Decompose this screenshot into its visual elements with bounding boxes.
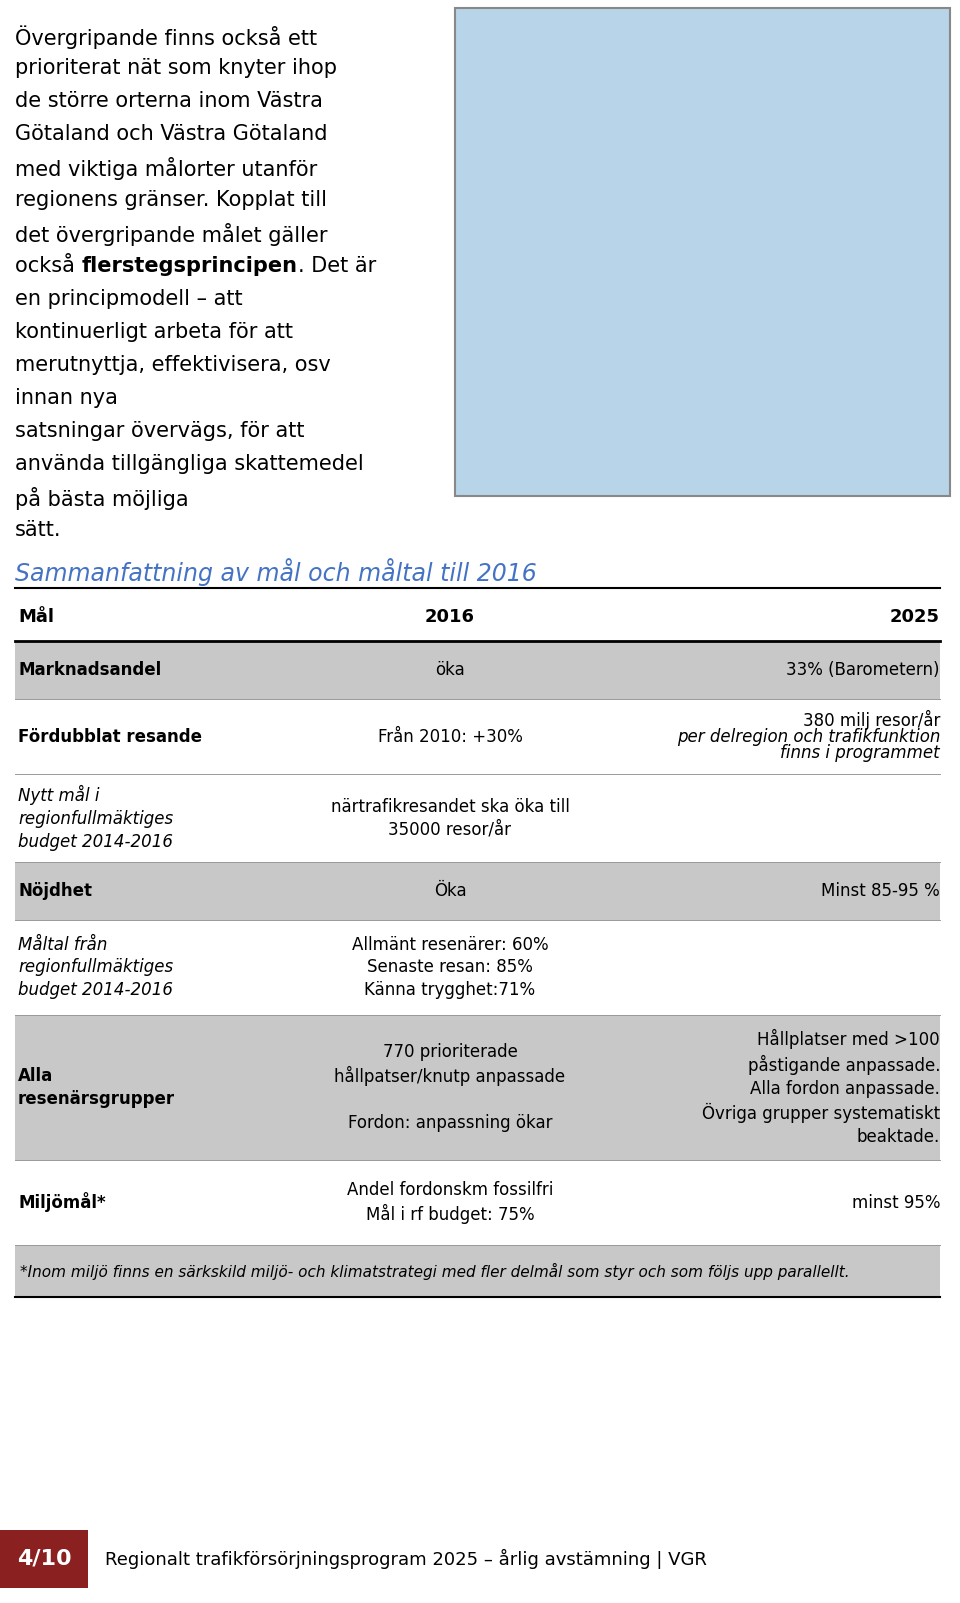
Text: Sammanfattning av mål och måltal till 2016: Sammanfattning av mål och måltal till 20…	[15, 558, 537, 587]
Text: Regionalt trafikförsörjningsprogram 2025 – årlig avstämning | VGR: Regionalt trafikförsörjningsprogram 2025…	[105, 1548, 707, 1569]
Text: de större orterna inom Västra: de större orterna inom Västra	[15, 91, 323, 111]
Text: Nytt mål i
regionfullmäktiges
budget 2014-2016: Nytt mål i regionfullmäktiges budget 201…	[18, 785, 173, 851]
Text: merutnyttja, effektivisera, osv: merutnyttja, effektivisera, osv	[15, 354, 331, 375]
Text: finns i programmet: finns i programmet	[780, 744, 940, 763]
Text: med viktiga målorter utanför: med viktiga målorter utanför	[15, 157, 317, 180]
Text: *Inom miljö finns en särkskild miljö- och klimatstrategi med fler delmål som sty: *Inom miljö finns en särkskild miljö- oc…	[20, 1263, 850, 1279]
Text: per delregion och trafikfunktion: per delregion och trafikfunktion	[677, 728, 940, 745]
Bar	[15, 1015, 940, 1161]
Text: Allmänt resenärer: 60%
Senaste resan: 85%
Känna trygghet:71%: Allmänt resenärer: 60% Senaste resan: 85…	[351, 936, 548, 999]
Text: sätt.: sätt.	[15, 519, 61, 540]
Bar	[15, 862, 940, 920]
Text: Öka: Öka	[434, 882, 467, 899]
Text: kontinuerligt arbeta för att: kontinuerligt arbeta för att	[15, 322, 293, 341]
Text: 770 prioriterade
hållpatser/knutp anpassade

Fordon: anpassning ökar: 770 prioriterade hållpatser/knutp anpass…	[334, 1042, 565, 1132]
Text: 2016: 2016	[425, 608, 475, 627]
Text: Andel fordonskm fossilfri
Mål i rf budget: 75%: Andel fordonskm fossilfri Mål i rf budge…	[347, 1181, 553, 1225]
Text: Fördubblat resande: Fördubblat resande	[18, 728, 202, 745]
Text: 4/10: 4/10	[16, 1548, 71, 1569]
Bar	[455, 8, 950, 495]
Text: 33% (Barometern): 33% (Barometern)	[786, 660, 940, 680]
Text: flerstegsprincipen: flerstegsprincipen	[82, 256, 298, 276]
Text: prioriterat nät som knyter ihop: prioriterat nät som knyter ihop	[15, 58, 337, 79]
Text: Måltal från
regionfullmäktiges
budget 2014-2016: Måltal från regionfullmäktiges budget 20…	[18, 936, 173, 999]
Text: Minst 85-95 %: Minst 85-95 %	[821, 882, 940, 899]
Text: på bästa möjliga: på bästa möjliga	[15, 487, 188, 510]
Bar	[0, 1529, 88, 1589]
Text: Alla
resenärsgrupper: Alla resenärsgrupper	[18, 1068, 175, 1108]
Text: Götaland och Västra Götaland: Götaland och Västra Götaland	[15, 123, 327, 144]
Text: 2025: 2025	[890, 608, 940, 627]
Text: en principmodell – att: en principmodell – att	[15, 289, 243, 309]
Text: Hållplatser med >100
påstigande anpassade.
Alla fordon anpassade.
Övriga grupper: Hållplatser med >100 påstigande anpassad…	[702, 1029, 940, 1146]
Text: Marknadsandel: Marknadsandel	[18, 660, 161, 680]
Bar	[15, 699, 940, 774]
Text: Nöjdhet: Nöjdhet	[18, 882, 92, 899]
Text: minst 95%: minst 95%	[852, 1194, 940, 1212]
Text: 380 milj resor/år: 380 milj resor/år	[803, 710, 940, 729]
Text: Miljömål*: Miljömål*	[18, 1193, 106, 1212]
Text: satsningar övervägs, för att: satsningar övervägs, för att	[15, 422, 304, 441]
Text: Mål: Mål	[18, 608, 54, 627]
Text: öka: öka	[435, 660, 465, 680]
Text: . Det är: . Det är	[298, 256, 375, 276]
Text: använda tillgängliga skattemedel: använda tillgängliga skattemedel	[15, 454, 364, 474]
Text: också: också	[15, 256, 82, 276]
Bar	[15, 641, 940, 699]
Bar	[15, 774, 940, 862]
Text: Övergripande finns också ett: Övergripande finns också ett	[15, 26, 317, 48]
Text: Från 2010: +30%: Från 2010: +30%	[377, 728, 522, 745]
Text: närtrafikresandet ska öka till
35000 resor/år: närtrafikresandet ska öka till 35000 res…	[330, 798, 569, 838]
Text: det övergripande målet gäller: det övergripande målet gäller	[15, 223, 327, 245]
Bar	[15, 1246, 940, 1297]
Text: regionens gränser. Kopplat till: regionens gränser. Kopplat till	[15, 191, 327, 210]
Text: innan nya: innan nya	[15, 388, 118, 409]
Bar	[15, 1161, 940, 1246]
Bar	[15, 920, 940, 1015]
